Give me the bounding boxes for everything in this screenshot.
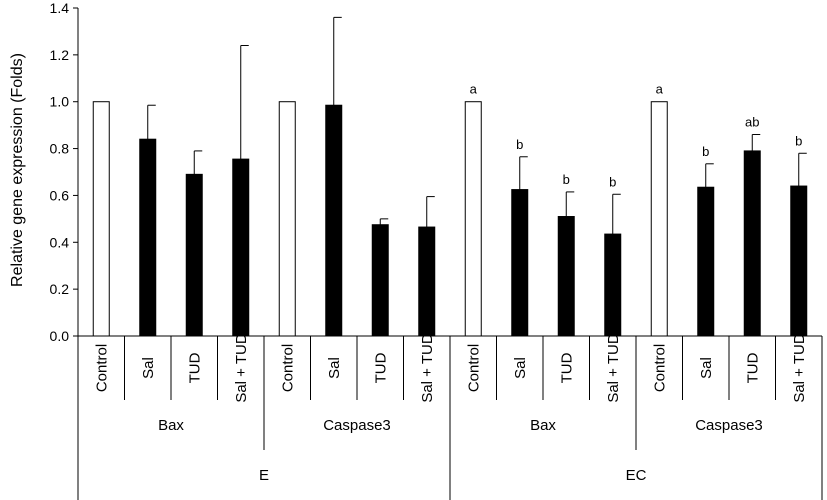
bar xyxy=(650,101,668,337)
category-label: Sal + TUD xyxy=(419,333,436,402)
category-label: TUD xyxy=(744,352,761,383)
y-tick-label: 0.4 xyxy=(50,234,70,250)
tissue-label: EC xyxy=(626,467,647,484)
bar xyxy=(232,158,250,337)
category-label: Sal + TUD xyxy=(791,333,808,402)
category-label: Sal xyxy=(512,357,529,379)
bar xyxy=(743,150,761,337)
significance-label: b xyxy=(516,137,523,152)
gene-label: Caspase3 xyxy=(323,417,391,434)
bar xyxy=(92,101,110,337)
bar xyxy=(418,226,436,337)
significance-label: a xyxy=(470,82,478,97)
significance-label: ab xyxy=(745,115,759,130)
significance-label: b xyxy=(702,144,709,159)
bar xyxy=(604,233,622,337)
category-labels: Control Sal TUD Sal + TUD Control Sal TUD Sal +… xyxy=(93,333,808,484)
significance-label: b xyxy=(795,133,802,148)
bar xyxy=(790,185,808,337)
y-tick-label: 1.4 xyxy=(50,0,70,16)
significance-label: a xyxy=(656,82,664,97)
y-tick-label: 0.8 xyxy=(50,141,70,157)
y-tick-label: 0.2 xyxy=(50,281,70,297)
category-label: Sal xyxy=(140,357,157,379)
y-tick-label: 0.6 xyxy=(50,187,70,203)
bar xyxy=(278,101,296,337)
category-label: Control xyxy=(651,344,668,392)
y-tick-label: 0.0 xyxy=(50,328,70,344)
bar xyxy=(325,104,343,337)
bar xyxy=(371,224,389,337)
category-label: TUD xyxy=(186,352,203,383)
bar xyxy=(185,173,203,337)
bar xyxy=(139,138,157,337)
significance-label: b xyxy=(609,174,616,189)
gene-label: Bax xyxy=(530,417,556,434)
category-label: Control xyxy=(465,344,482,392)
category-label: TUD xyxy=(372,352,389,383)
category-label: TUD xyxy=(558,352,575,383)
category-label: Control xyxy=(93,344,110,392)
significance-label: b xyxy=(563,172,570,187)
bar xyxy=(557,216,575,337)
category-label: Sal xyxy=(326,357,343,379)
y-tick-label: 1.0 xyxy=(50,94,70,110)
tissue-label: E xyxy=(259,467,269,484)
bar xyxy=(464,101,482,337)
category-label: Control xyxy=(279,344,296,392)
bar xyxy=(697,186,715,337)
y-axis-title: Relative gene expression (Folds) xyxy=(9,53,26,287)
y-tick-label: 1.2 xyxy=(50,47,70,63)
category-label: Sal + TUD xyxy=(233,333,250,402)
bar xyxy=(511,189,529,337)
category-label: Sal xyxy=(698,357,715,379)
category-label: Sal + TUD xyxy=(605,333,622,402)
gene-label: Bax xyxy=(158,417,184,434)
gene-label: Caspase3 xyxy=(695,417,763,434)
